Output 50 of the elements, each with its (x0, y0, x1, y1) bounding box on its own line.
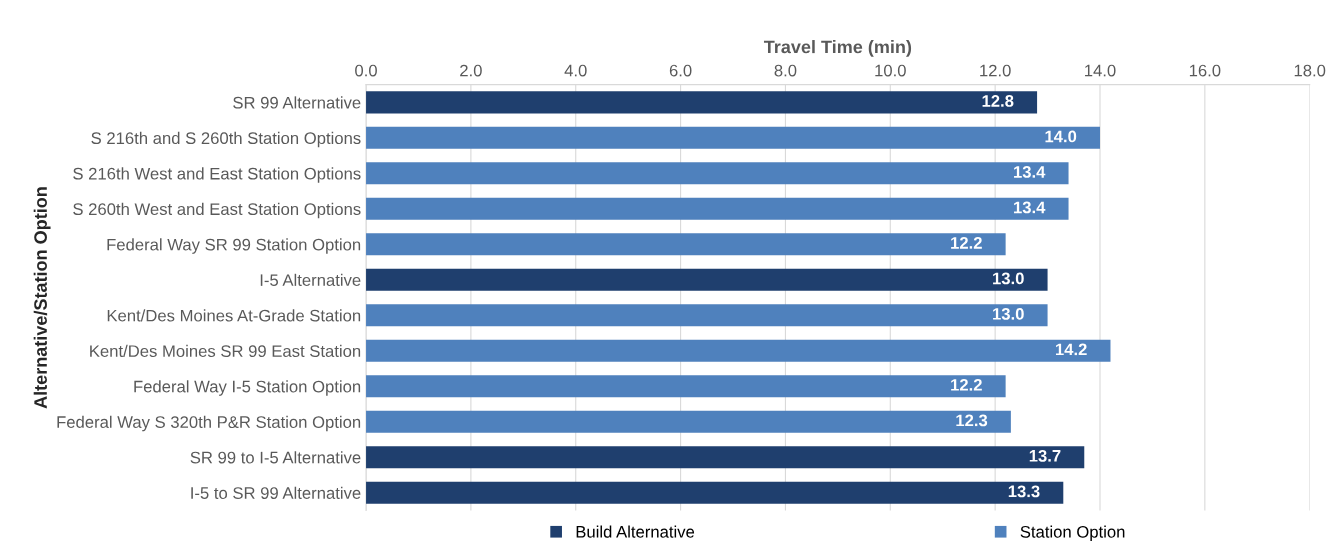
x-tick-label: 16.0 (1189, 64, 1221, 77)
bar (366, 126, 1100, 149)
y-tick-label: I-5 Alternative (260, 273, 361, 287)
bar (366, 446, 1085, 469)
data-label: 12.2 (951, 378, 982, 391)
y-tick-label: Federal Way I-5 Station Option (134, 380, 361, 396)
bar (366, 339, 1111, 362)
y-tick-label: SR 99 to I-5 Alternative (190, 451, 361, 464)
bar (366, 268, 1048, 291)
x-tick-label: 4.0 (564, 64, 587, 77)
y-tick-label: Kent/Des Moines SR 99 East Station (90, 344, 361, 358)
x-tick-label: 14.0 (1085, 64, 1116, 77)
data-label: 13.7 (1029, 449, 1061, 462)
data-label: 14.2 (1055, 343, 1087, 356)
x-tick-label: 8.0 (774, 64, 797, 77)
y-tick-label: S 216th and S 260th Station Options (91, 131, 361, 148)
y-tick-label: S 260th West and East Station Options (73, 202, 361, 219)
x-tick-label: 0.0 (355, 64, 377, 77)
y-tick-label: Federal Way SR 99 Station Option (107, 238, 361, 254)
bar (366, 375, 1006, 398)
x-tick-label: 2.0 (460, 64, 482, 77)
legend-label: Station Option (1020, 525, 1125, 542)
data-label: 14.0 (1045, 130, 1077, 143)
y-tick-label: SR 99 Alternative (233, 96, 361, 109)
x-tick-label: 6.0 (669, 64, 692, 77)
legend-label: Build Alternative (576, 525, 695, 538)
bar (366, 304, 1048, 327)
bar (366, 481, 1064, 504)
x-tick-label: 18.0 (1294, 64, 1326, 77)
y-tick-label: Federal Way S 320th P&R Station Option (57, 415, 361, 432)
x-axis-title: Travel Time (min) (763, 40, 912, 57)
x-tick-label: 12.0 (980, 64, 1011, 77)
data-label: 13.3 (1008, 485, 1040, 498)
y-axis-title: Alternative/Station Option (33, 187, 51, 409)
data-label: 13.0 (993, 272, 1024, 285)
bar (366, 197, 1069, 220)
bar (366, 410, 1011, 433)
data-label: 12.3 (956, 414, 988, 427)
y-tick-label: S 216th West and East Station Options (73, 167, 361, 183)
bar (366, 91, 1038, 114)
bar (366, 162, 1069, 185)
bar (366, 233, 1006, 256)
data-label: 13.4 (1014, 166, 1046, 178)
y-tick-label: Kent/Des Moines At-Grade Station (107, 309, 361, 322)
data-label: 13.4 (1014, 201, 1046, 214)
data-label: 12.8 (982, 95, 1014, 107)
x-tick-label: 10.0 (875, 64, 906, 77)
data-label: 12.2 (951, 237, 982, 249)
y-tick-label: I-5 to SR 99 Alternative (191, 486, 361, 499)
data-label: 13.0 (993, 307, 1024, 320)
